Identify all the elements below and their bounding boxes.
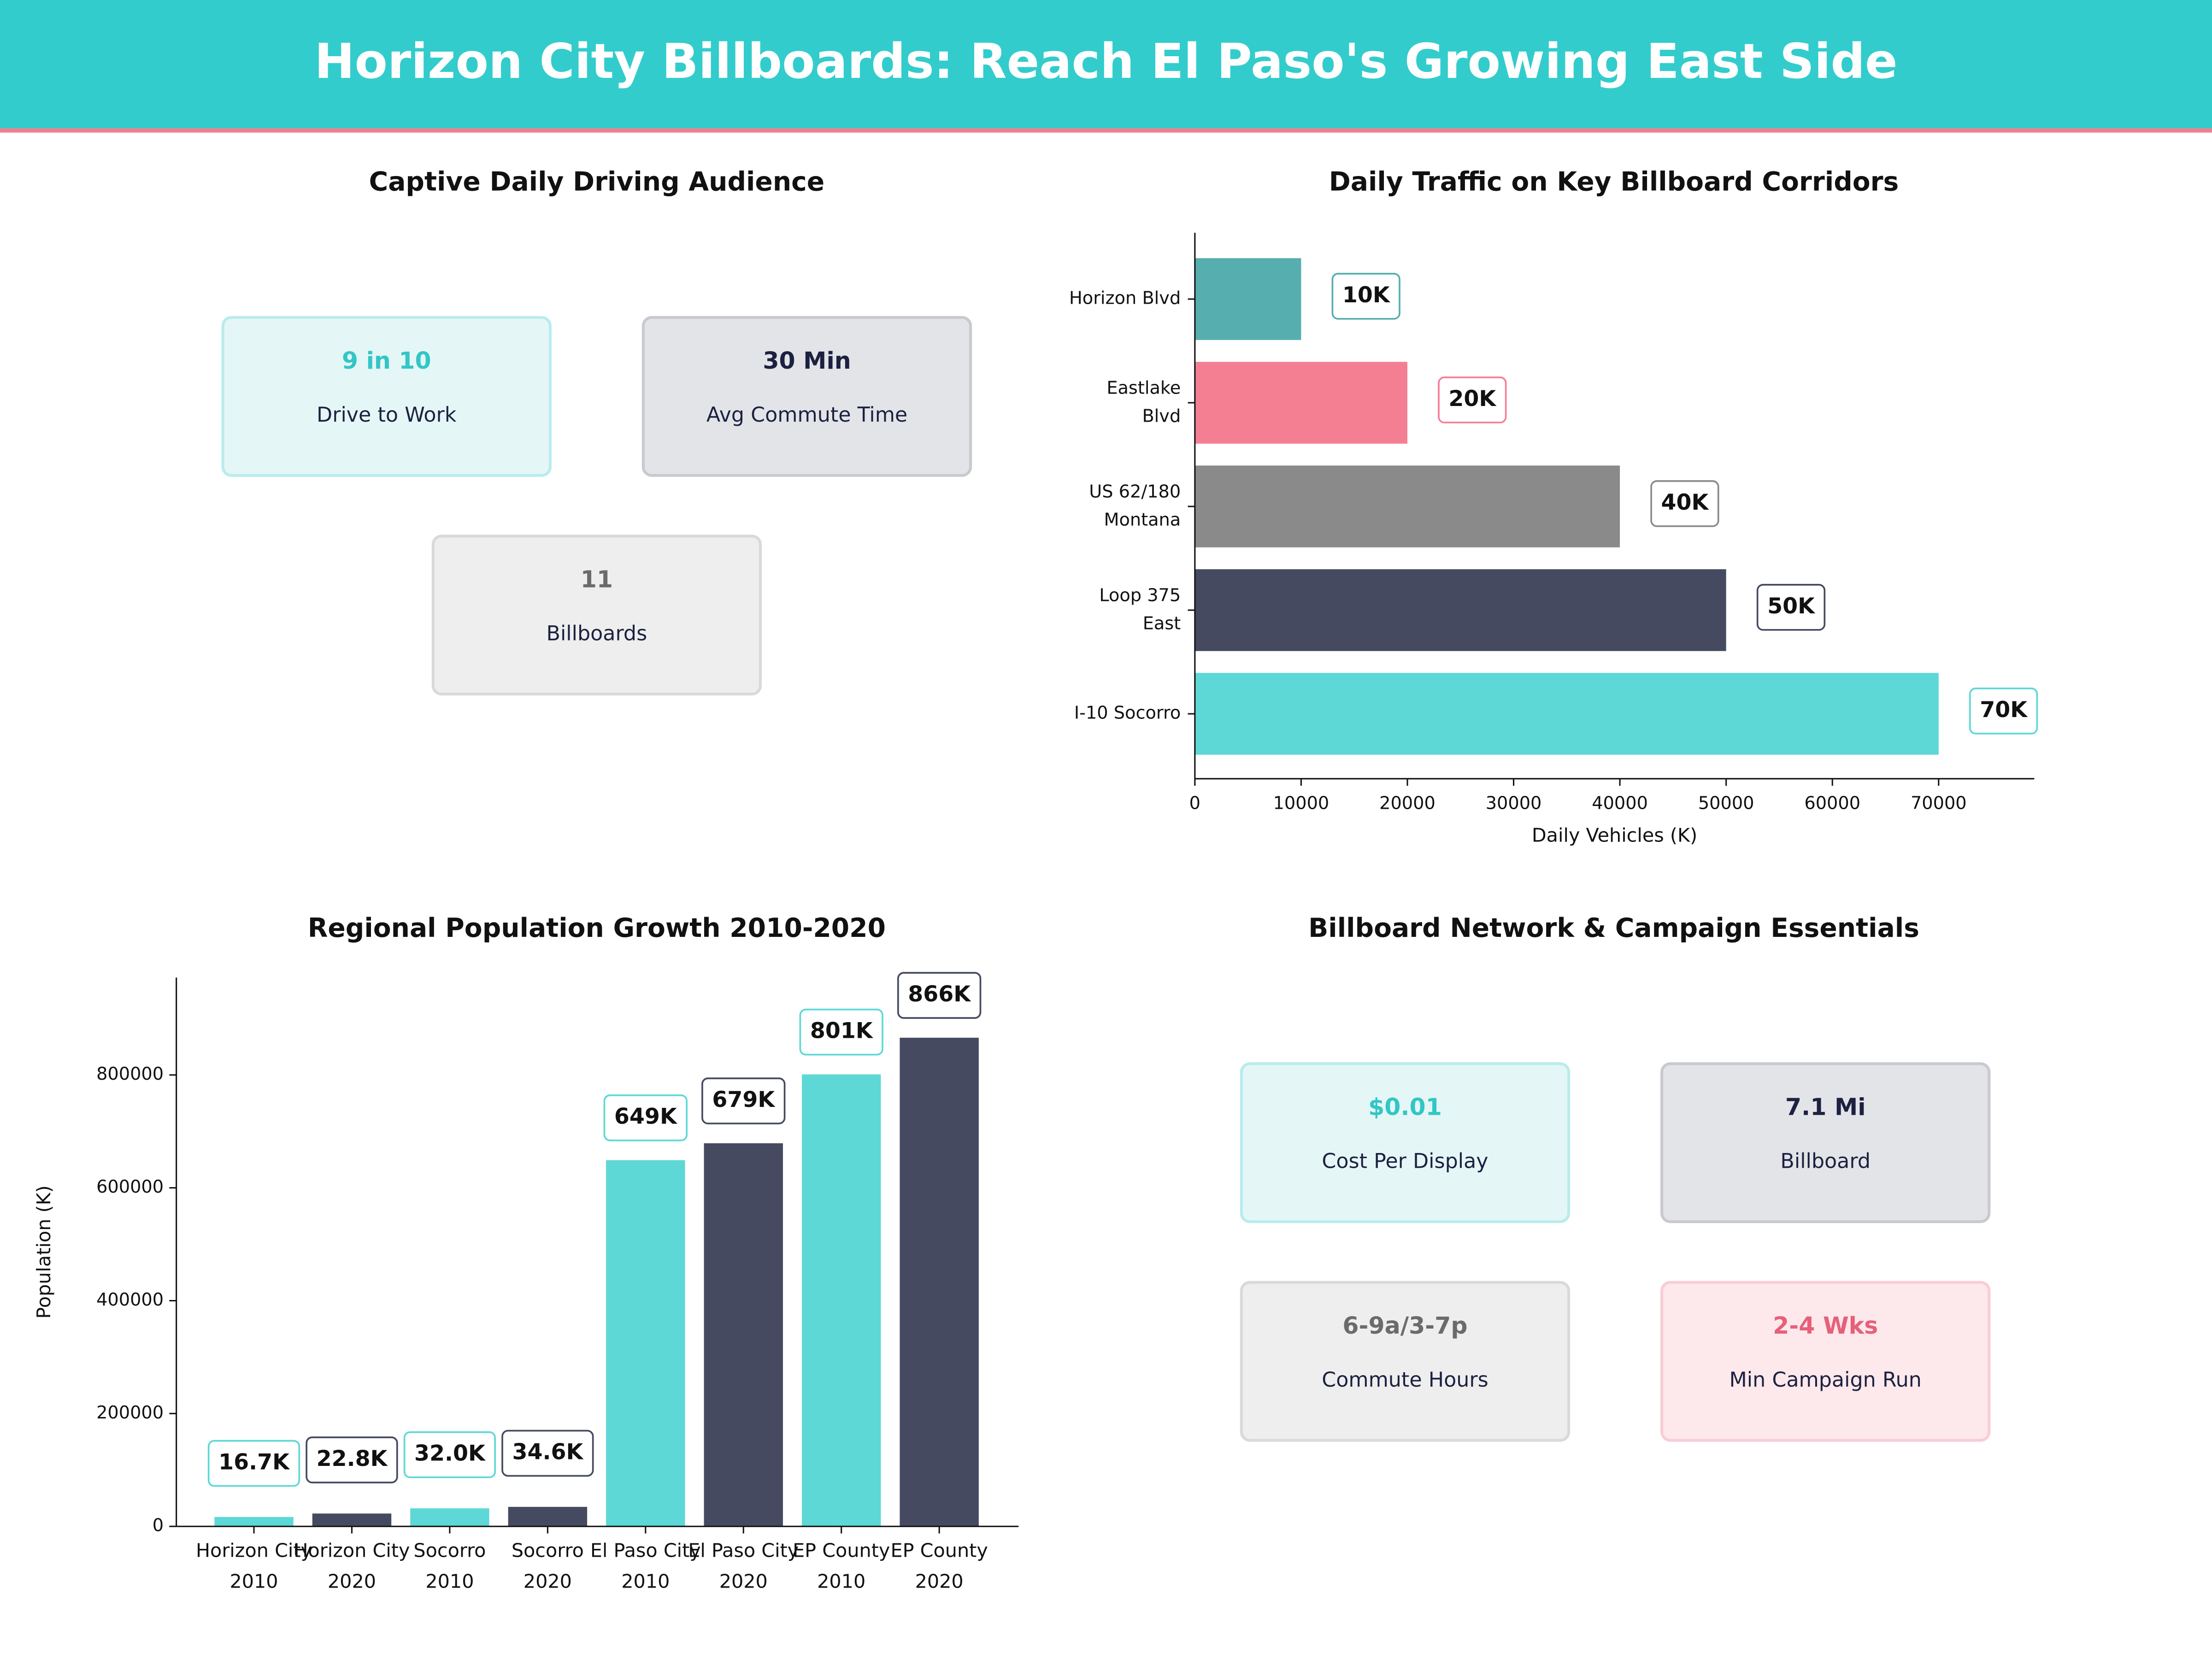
y-tick-label: 600000 [96,1177,164,1197]
stat-label: Commute Hours [1322,1368,1488,1392]
x-tick-label: EP County 2020 [891,1539,988,1592]
x-tick-label: 30000 [1486,793,1542,813]
bar [900,1037,979,1527]
x-tick-label: Socorro 2010 [413,1539,486,1592]
stat-card [1660,1062,1991,1224]
stat-label: Avg Commute Time [706,403,907,427]
bar [1194,569,1726,651]
stat-label: Min Campaign Run [1730,1368,1922,1392]
header-title: Horizon City Billboards: Reach El Paso's… [314,33,1897,89]
stat-card [641,316,972,477]
bar [1194,362,1407,444]
value-label: 22.8K [317,1446,388,1471]
stat-label: Billboard [1780,1149,1871,1173]
y-tick-label: Loop 375 East [1099,585,1181,634]
bar [802,1074,881,1527]
value-label: 20K [1448,386,1497,412]
stat-label: Billboards [547,622,647,646]
y-tick-label: US 62/180 Montana [1089,481,1181,530]
y-tick-label: 0 [153,1515,164,1536]
value-label-box [603,1094,688,1141]
value-label-box [799,1008,883,1056]
stat-value: 30 Min [763,347,851,374]
stat-label: Drive to Work [317,403,457,427]
value-label-box [1438,377,1507,424]
value-label: 866K [908,982,971,1007]
value-label: 679K [712,1087,776,1112]
value-label-box [1650,480,1719,527]
chart-title: Regional Population Growth 2010-2020 [308,913,886,943]
x-tick-label: El Paso City 2010 [590,1539,701,1592]
stat-label: Cost Per Display [1322,1149,1488,1173]
value-label: 70K [1980,697,2028,723]
value-label: 10K [1342,282,1391,308]
y-axis-label: Population (K) [33,1185,55,1319]
x-axis-label: Daily Vehicles (K) [1532,824,1697,846]
x-tick-label: 40000 [1592,793,1648,813]
y-tick-label: 800000 [96,1064,164,1084]
header-rule [0,128,2212,133]
x-tick-label: 70000 [1911,793,1967,813]
value-label: 801K [810,1018,874,1044]
value-label-box [1756,584,1826,631]
x-tick-label: 10000 [1273,793,1330,813]
bar [1194,258,1301,340]
bar [1194,465,1620,547]
value-label-box [1969,688,2038,735]
stat-card [1240,1281,1571,1442]
x-tick-label: Horizon City 2010 [196,1539,312,1592]
y-tick-label: 400000 [96,1289,164,1310]
x-tick-label: 20000 [1379,793,1435,813]
value-label: 649K [614,1104,678,1130]
bar [508,1506,588,1527]
value-label: 50K [1767,594,1816,619]
header-band [0,0,2212,129]
chart-title: Daily Traffic on Key Billboard Corridors [1329,167,1899,197]
bar [214,1517,294,1527]
value-label-box [1331,273,1400,320]
panel-title: Captive Daily Driving Audience [369,167,824,197]
value-label-box [306,1436,398,1483]
bar [410,1508,489,1527]
stat-value: 11 [581,566,613,593]
bar [606,1160,685,1527]
y-tick-label: 200000 [96,1402,164,1423]
bar [312,1513,392,1527]
value-label-box [501,1430,594,1477]
stat-card [221,316,552,477]
x-tick-label: Socorro 2020 [512,1539,584,1592]
value-label-box [897,972,982,1019]
value-label-box [701,1077,786,1124]
bar [1194,673,1939,755]
value-label: 34.6K [512,1440,584,1465]
x-tick-label: EP County 2010 [793,1539,890,1592]
value-label: 40K [1661,490,1710,515]
y-tick-label: Horizon Blvd [1069,288,1181,308]
x-tick-label: 50000 [1698,793,1754,813]
y-tick-label: Eastlake Blvd [1106,377,1181,426]
stat-card [431,535,762,696]
value-label-box [403,1431,496,1478]
x-tick-label: Horizon City 2020 [294,1539,410,1592]
stat-value: $0.01 [1368,1094,1442,1121]
y-tick-label: I-10 Socorro [1074,702,1181,723]
stat-value: 2-4 Wks [1773,1312,1878,1339]
x-tick-label: 0 [1189,793,1200,813]
bar [704,1143,783,1527]
panel-title: Billboard Network & Campaign Essentials [1308,913,1919,943]
value-label: 16.7K [218,1449,290,1475]
value-label-box [207,1440,300,1487]
stat-card [1660,1281,1991,1442]
stat-value: 6-9a/3-7p [1342,1312,1467,1339]
stat-value: 9 in 10 [342,347,431,374]
stat-card [1240,1062,1571,1224]
stat-value: 7.1 Mi [1785,1094,1866,1121]
x-tick-label: El Paso City 2020 [688,1539,799,1592]
value-label: 32.0K [414,1441,486,1466]
x-tick-label: 60000 [1804,793,1860,813]
